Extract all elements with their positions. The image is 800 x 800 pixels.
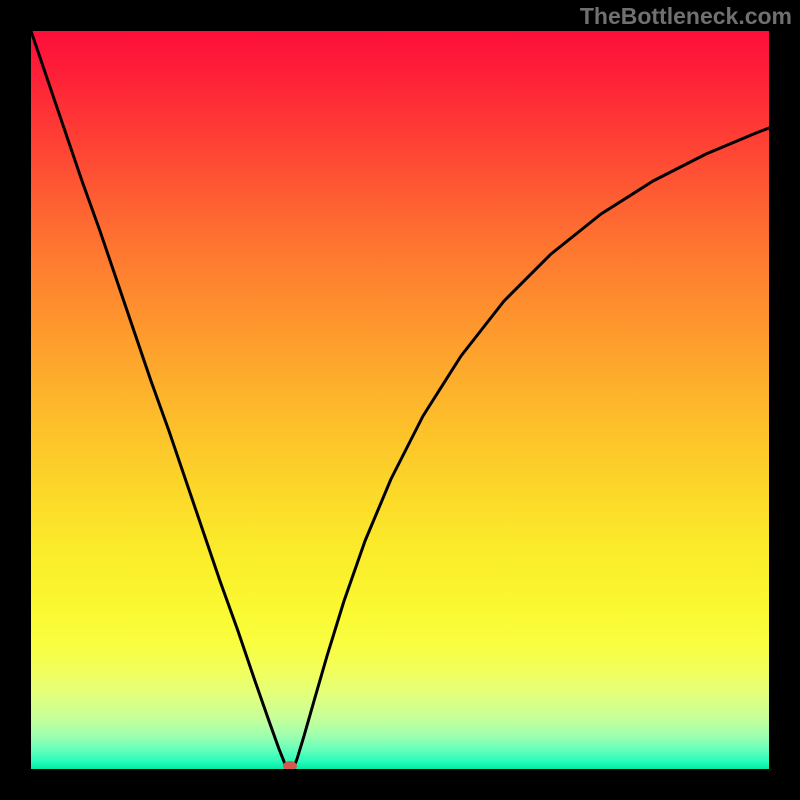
- bottleneck-curve: [31, 31, 769, 769]
- plot-area: [31, 31, 769, 769]
- watermark-text: TheBottleneck.com: [580, 3, 792, 30]
- chart-container: TheBottleneck.com: [0, 0, 800, 800]
- curve-layer: [31, 31, 769, 769]
